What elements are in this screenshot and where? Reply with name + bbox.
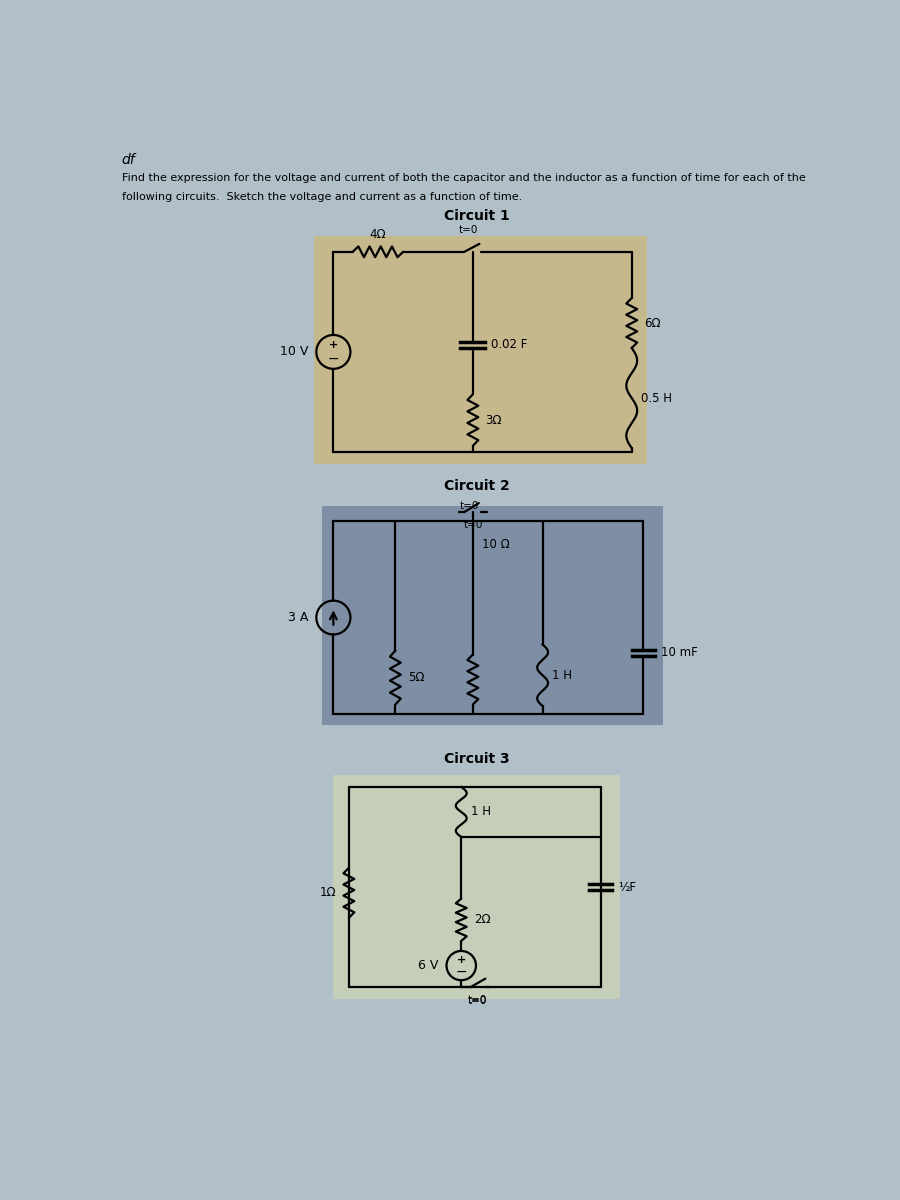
Text: +: + bbox=[328, 341, 338, 350]
Text: 1 H: 1 H bbox=[552, 668, 572, 682]
Text: 6 V: 6 V bbox=[418, 959, 439, 972]
Text: Circuit 3: Circuit 3 bbox=[444, 752, 509, 767]
Text: 0.02 F: 0.02 F bbox=[491, 338, 527, 352]
Text: Circuit 1: Circuit 1 bbox=[444, 210, 509, 223]
Text: t=0: t=0 bbox=[464, 520, 482, 529]
Text: Circuit 2: Circuit 2 bbox=[444, 479, 509, 493]
Text: 3 A: 3 A bbox=[288, 611, 309, 624]
Bar bbox=[322, 506, 662, 725]
Text: t=0: t=0 bbox=[459, 224, 478, 235]
Text: 2Ω: 2Ω bbox=[473, 913, 491, 926]
Text: 4Ω: 4Ω bbox=[370, 228, 386, 241]
Text: 5Ω: 5Ω bbox=[408, 671, 424, 684]
Text: t=0: t=0 bbox=[468, 996, 487, 1007]
Bar bbox=[333, 775, 620, 998]
Text: 10 V: 10 V bbox=[280, 346, 309, 359]
Text: t=0: t=0 bbox=[460, 500, 480, 510]
Text: 1 H: 1 H bbox=[471, 805, 491, 818]
Text: t=0: t=0 bbox=[468, 995, 487, 1004]
Text: 6Ω: 6Ω bbox=[644, 317, 661, 330]
Text: 10 Ω: 10 Ω bbox=[482, 538, 510, 551]
Text: 3Ω: 3Ω bbox=[485, 414, 502, 426]
Text: 1Ω: 1Ω bbox=[320, 887, 337, 899]
Text: −: − bbox=[328, 352, 339, 366]
Text: df: df bbox=[122, 154, 135, 167]
Text: −: − bbox=[455, 965, 467, 979]
Text: +: + bbox=[456, 955, 466, 965]
Text: ½F: ½F bbox=[618, 881, 636, 894]
Text: following circuits.  Sketch the voltage and current as a function of time.: following circuits. Sketch the voltage a… bbox=[122, 192, 522, 202]
Text: 0.5 H: 0.5 H bbox=[641, 391, 672, 404]
Bar bbox=[314, 236, 647, 463]
Text: 10 mF: 10 mF bbox=[662, 647, 698, 660]
Text: Find the expression for the voltage and current of both the capacitor and the in: Find the expression for the voltage and … bbox=[122, 173, 806, 184]
